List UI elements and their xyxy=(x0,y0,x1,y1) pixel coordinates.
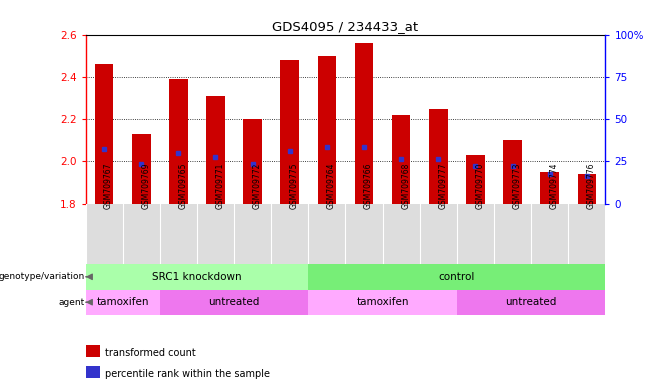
Text: GSM709770: GSM709770 xyxy=(475,162,484,209)
Text: untreated: untreated xyxy=(209,297,260,307)
Text: GSM709767: GSM709767 xyxy=(104,162,113,209)
Text: GSM709771: GSM709771 xyxy=(216,162,224,209)
Bar xyxy=(169,79,188,204)
Text: GSM709764: GSM709764 xyxy=(327,162,336,209)
Bar xyxy=(132,134,151,204)
Text: control: control xyxy=(439,272,475,282)
Text: GSM709766: GSM709766 xyxy=(364,162,373,209)
Bar xyxy=(86,290,160,315)
Bar xyxy=(206,96,225,204)
Bar xyxy=(457,290,605,315)
Text: GSM709765: GSM709765 xyxy=(178,162,188,209)
Text: transformed count: transformed count xyxy=(105,348,196,358)
Bar xyxy=(466,155,485,204)
Bar xyxy=(540,172,559,204)
Text: percentile rank within the sample: percentile rank within the sample xyxy=(105,369,270,379)
Bar xyxy=(309,264,605,290)
Text: GSM709768: GSM709768 xyxy=(401,162,410,209)
Text: GSM709777: GSM709777 xyxy=(438,162,447,209)
Text: GSM709772: GSM709772 xyxy=(253,162,262,209)
Bar xyxy=(86,264,309,290)
Text: agent: agent xyxy=(59,298,85,307)
Bar xyxy=(309,290,457,315)
Bar xyxy=(355,43,373,204)
Text: tamoxifen: tamoxifen xyxy=(97,297,149,307)
Bar xyxy=(280,60,299,204)
Bar xyxy=(95,64,113,204)
Bar xyxy=(578,174,596,204)
Title: GDS4095 / 234433_at: GDS4095 / 234433_at xyxy=(272,20,418,33)
Bar xyxy=(243,119,262,204)
Text: GSM709776: GSM709776 xyxy=(587,162,595,209)
Text: GSM709775: GSM709775 xyxy=(290,162,299,209)
Bar xyxy=(318,56,336,204)
Bar xyxy=(429,109,447,204)
Bar xyxy=(160,290,309,315)
Text: SRC1 knockdown: SRC1 knockdown xyxy=(152,272,241,282)
Text: untreated: untreated xyxy=(505,297,557,307)
Text: genotype/variation: genotype/variation xyxy=(0,272,85,281)
Text: GSM709774: GSM709774 xyxy=(549,162,559,209)
Bar xyxy=(503,140,522,204)
Text: tamoxifen: tamoxifen xyxy=(357,297,409,307)
Text: GSM709773: GSM709773 xyxy=(513,162,522,209)
Bar xyxy=(392,115,411,204)
Text: GSM709769: GSM709769 xyxy=(141,162,150,209)
